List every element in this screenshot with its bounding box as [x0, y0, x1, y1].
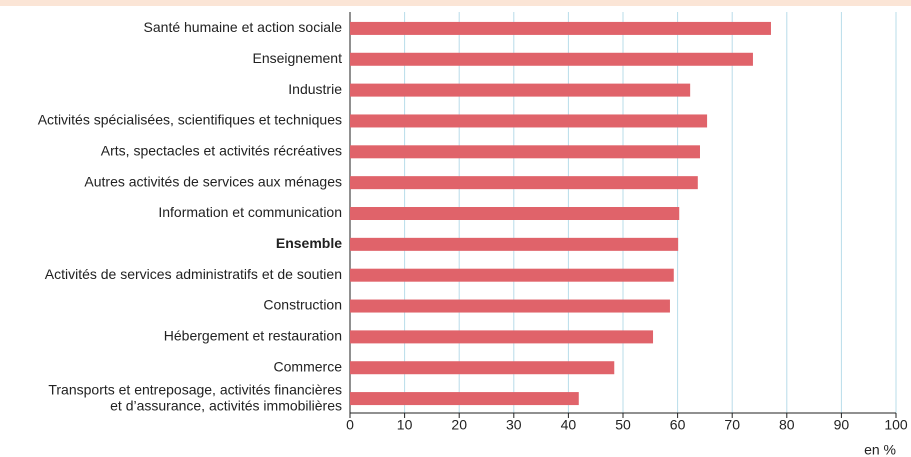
title-strip	[0, 0, 911, 6]
y-tick-label: Autres activités de services aux ménages	[84, 173, 342, 189]
bar	[350, 207, 680, 220]
x-tick-label: 0	[346, 417, 354, 433]
bar	[350, 145, 700, 159]
bar	[350, 83, 691, 97]
y-tick-label: Construction	[263, 297, 342, 313]
bar	[350, 52, 753, 66]
y-tick-label: Enseignement	[252, 50, 342, 66]
y-tick-label: Hébergement et restauration	[164, 328, 342, 344]
bar	[350, 299, 670, 313]
y-tick-label: Activités de services administratifs et …	[45, 266, 342, 282]
x-tick-label: 30	[506, 417, 522, 433]
x-tick-label: 100	[884, 417, 908, 433]
y-tick-label: Santé humaine et action sociale	[144, 19, 343, 35]
x-tick-label: 40	[561, 417, 577, 433]
x-tick-label: 20	[451, 417, 467, 433]
x-tick-label: 90	[834, 417, 850, 433]
y-tick-label: Industrie	[288, 81, 342, 97]
y-tick-label: Commerce	[274, 358, 343, 374]
x-tick-label: 70	[724, 417, 740, 433]
y-tick-label: Transports et entreposage, activités fin…	[48, 381, 342, 413]
x-tick-label: 80	[779, 417, 795, 433]
bar	[350, 237, 679, 251]
bar	[350, 330, 654, 344]
bar	[350, 21, 771, 35]
y-tick-label: Activités spécialisées, scientifiques et…	[38, 112, 342, 128]
bar	[350, 392, 579, 406]
bar	[350, 114, 708, 128]
y-tick-label: Arts, spectacles et activités récréative…	[101, 143, 342, 159]
bar	[350, 176, 698, 190]
x-tick-label: 10	[397, 417, 413, 433]
bar	[350, 361, 615, 375]
x-axis-label: en %	[864, 442, 896, 457]
y-tick-label: Information et communication	[158, 204, 342, 220]
x-tick-label: 50	[615, 417, 631, 433]
bar	[350, 268, 674, 282]
y-tick-label: Ensemble	[276, 235, 342, 251]
x-tick-label: 60	[670, 417, 686, 433]
